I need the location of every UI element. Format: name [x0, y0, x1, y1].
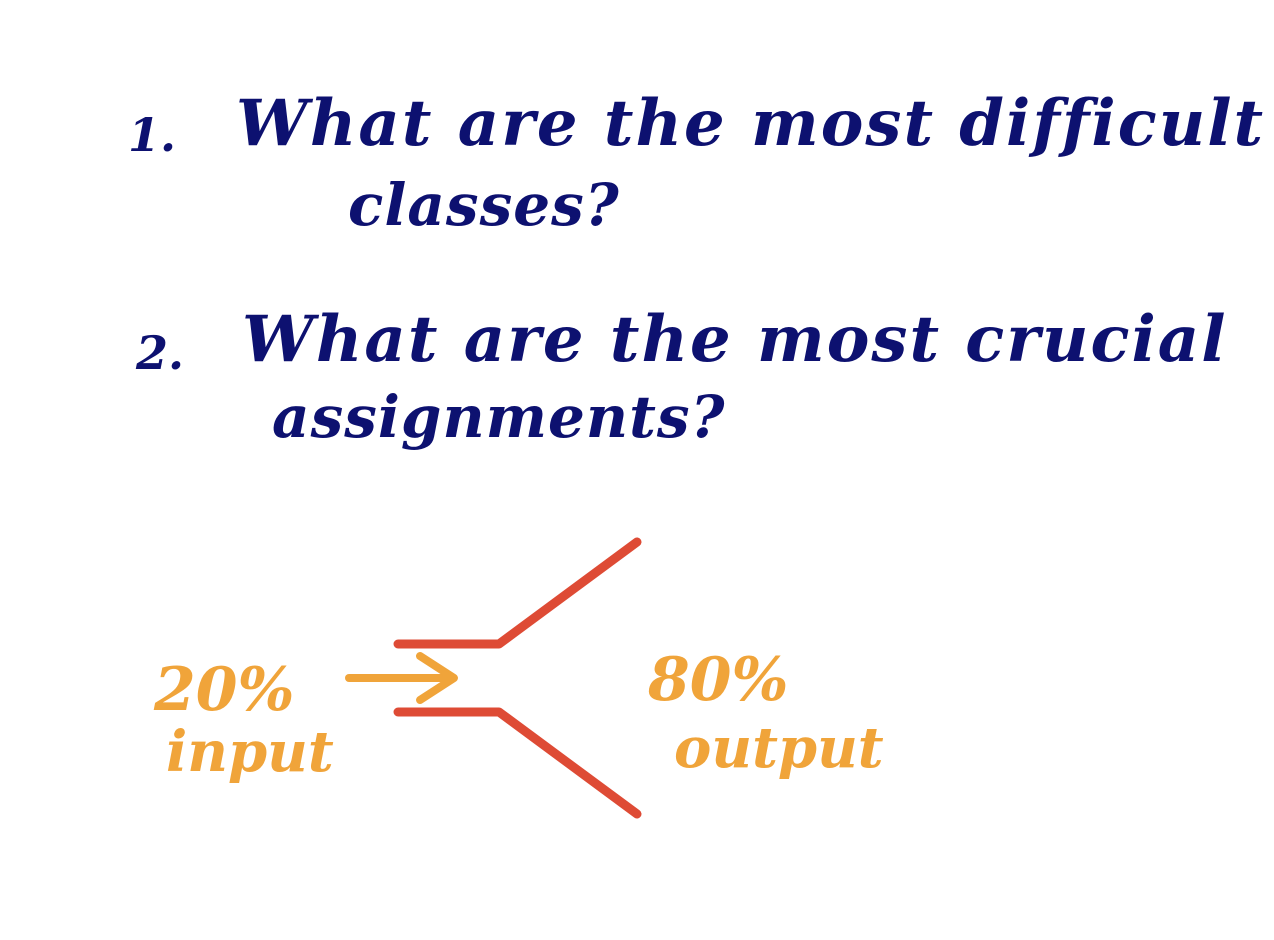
- question-2-number: 2.: [136, 326, 185, 380]
- question-2-line-2: assignments?: [272, 383, 726, 451]
- question-1-line-2: classes?: [348, 171, 620, 239]
- output-label: output: [674, 715, 884, 781]
- funnel-lower-line: [393, 707, 642, 819]
- question-1-line-1: What are the most difficult: [236, 86, 1266, 161]
- question-1-number: 1.: [128, 108, 177, 162]
- arrow-right-icon: [345, 652, 458, 704]
- output-percent: 80%: [648, 645, 789, 715]
- input-label: input: [166, 719, 334, 785]
- input-percent: 20%: [154, 655, 295, 725]
- question-2-line-1: What are the most crucial: [242, 302, 1228, 377]
- funnel-upper-line: [393, 537, 642, 649]
